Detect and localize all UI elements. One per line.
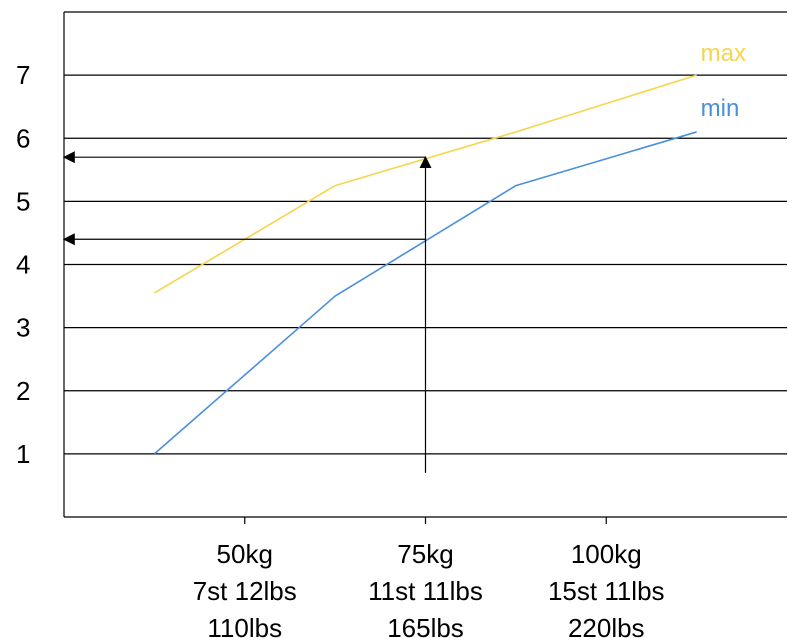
reading-arrows — [62, 151, 432, 473]
x-tick-label-line: 15st 11lbs — [548, 576, 665, 606]
x-tick-label: 50kg 7st 12lbs 110lbs — [193, 539, 297, 638]
x-tick-label-line: 7st 12lbs — [193, 576, 297, 606]
y-tick-label: 5 — [16, 186, 30, 216]
x-tick-label-line: 100kg — [571, 539, 642, 569]
y-tick-label: 2 — [16, 376, 30, 406]
series-label-min: min — [701, 95, 740, 122]
series-label-max: max — [701, 40, 746, 67]
x-tick-label: 75kg 11st 11lbs 165lbs — [368, 539, 483, 638]
y-tick-label: 6 — [16, 123, 30, 153]
x-tick-label: 100kg 15st 11lbs 220lbs — [548, 539, 665, 638]
y-tick-label: 4 — [16, 250, 30, 280]
x-tick-label-line: 11st 11lbs — [368, 576, 483, 606]
x-tick-label-line: 75kg — [397, 539, 453, 569]
y-tick-label: 3 — [16, 313, 30, 343]
labels: 1 2 3 4 5 6 7 50kg 7st 12lbs 110lbs 75kg 11st 11lbs… — [16, 40, 746, 638]
x-tick-label-line: 165lbs — [387, 613, 464, 638]
x-tick-label-line: 50kg — [217, 539, 273, 569]
y-tick-label: 7 — [16, 60, 30, 90]
x-tick-label-line: 110lbs — [207, 613, 282, 638]
x-tick-label-line: 220lbs — [568, 613, 645, 638]
axes — [63, 12, 787, 524]
y-tick-label: 1 — [16, 439, 30, 469]
